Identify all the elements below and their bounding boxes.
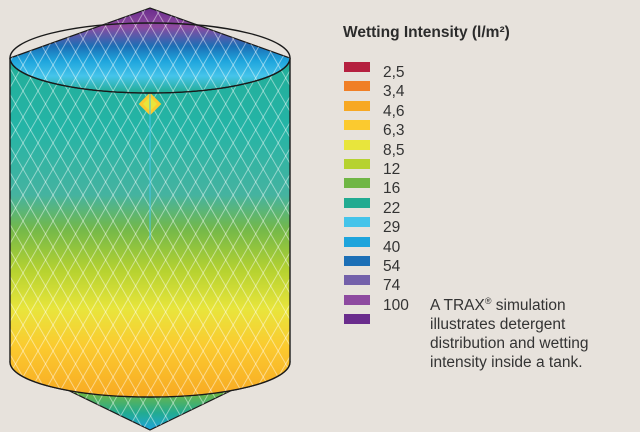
legend-swatch — [344, 236, 370, 247]
legend-title: Wetting Intensity (l/m²) — [343, 24, 510, 41]
legend-swatch — [344, 314, 370, 325]
legend-label: 4,6 — [383, 102, 405, 120]
legend-swatch — [344, 197, 370, 208]
legend-label: 6,3 — [383, 122, 405, 140]
legend-swatch — [344, 294, 370, 305]
tank-simulation — [9, 7, 291, 431]
legend-label: 54 — [383, 258, 401, 275]
legend-label: 100 — [383, 296, 409, 314]
legend-swatch — [344, 62, 370, 72]
legend-label: 22 — [383, 199, 401, 217]
legend-swatch — [344, 120, 370, 131]
legend-swatch — [344, 217, 370, 228]
legend-label: 29 — [383, 219, 401, 237]
legend-label: 40 — [383, 238, 401, 256]
legend-swatch — [344, 81, 370, 92]
legend-label: 3,4 — [383, 83, 405, 101]
legend-label: 74 — [383, 277, 401, 295]
legend-label: 16 — [383, 180, 401, 198]
legend-label: 8,5 — [383, 141, 405, 159]
legend-swatch — [344, 275, 370, 286]
legend-label: 2,5 — [383, 64, 405, 81]
legend-swatch — [344, 100, 370, 111]
legend-swatch — [344, 139, 370, 150]
legend-label: 12 — [383, 161, 401, 178]
legend-swatch — [344, 178, 370, 189]
legend-swatch — [344, 159, 370, 169]
caption-text: A TRAX® simulation illustrates detergent… — [430, 295, 589, 371]
legend-swatch — [344, 256, 370, 266]
